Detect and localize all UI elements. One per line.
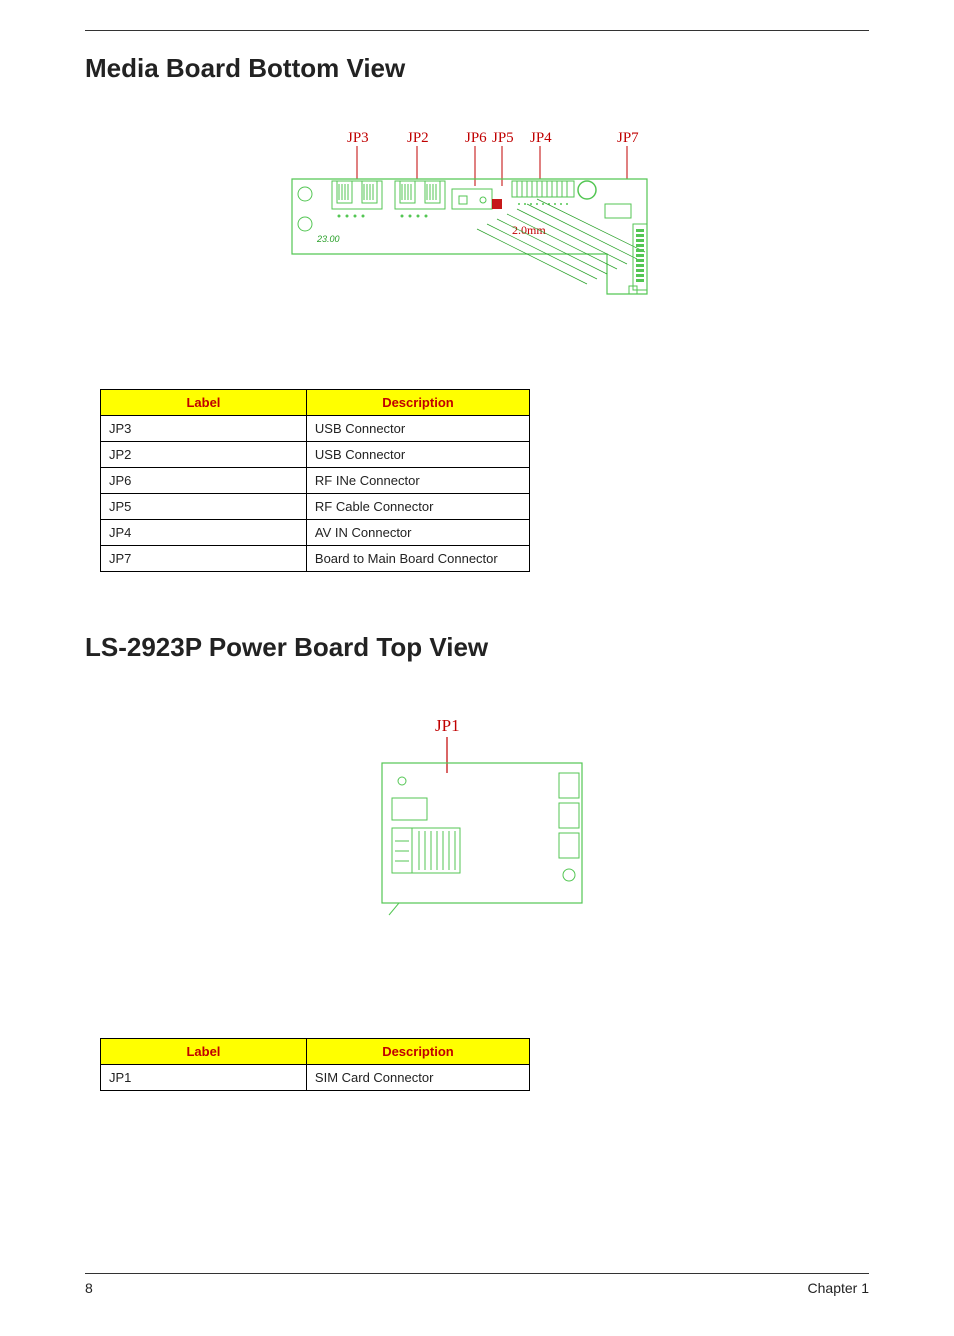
label-jp1: JP1 xyxy=(435,716,460,735)
dim-text: 23.00 xyxy=(316,234,340,244)
label-jp3: JP3 xyxy=(347,130,369,146)
label-jp5: JP5 xyxy=(492,130,514,146)
label-jp4: JP4 xyxy=(530,130,552,146)
top-rule xyxy=(85,30,869,31)
label-jp7: JP7 xyxy=(617,130,639,146)
media-board-table: Label Description JP3USB Connector JP2US… xyxy=(100,389,530,572)
page-footer: 8 Chapter 1 xyxy=(85,1273,869,1296)
table-row: JP2USB Connector xyxy=(101,442,530,468)
table-row: JP6RF INe Connector xyxy=(101,468,530,494)
label-jp2: JP2 xyxy=(407,130,429,146)
media-board-diagram: JP3 JP2 JP6 JP5 JP4 JP7 23.00 2.0mm xyxy=(85,124,869,329)
table-row: JP5RF Cable Connector xyxy=(101,494,530,520)
power-board-table: Label Description JP1SIM Card Connector xyxy=(100,1038,530,1091)
col-label: Label xyxy=(101,1039,307,1065)
table-row: JP7Board to Main Board Connector xyxy=(101,546,530,572)
table-row: JP3USB Connector xyxy=(101,416,530,442)
page-number: 8 xyxy=(85,1280,93,1296)
table-row: JP4AV IN Connector xyxy=(101,520,530,546)
table-row: JP1SIM Card Connector xyxy=(101,1065,530,1091)
col-description: Description xyxy=(306,390,529,416)
power-board-diagram: JP1 xyxy=(85,703,869,938)
heading-media-board: Media Board Bottom View xyxy=(85,53,869,84)
col-description: Description xyxy=(306,1039,529,1065)
label-jp6: JP6 xyxy=(465,130,487,146)
chapter-label: Chapter 1 xyxy=(808,1280,869,1296)
heading-power-board: LS-2923P Power Board Top View xyxy=(85,632,869,663)
col-label: Label xyxy=(101,390,307,416)
